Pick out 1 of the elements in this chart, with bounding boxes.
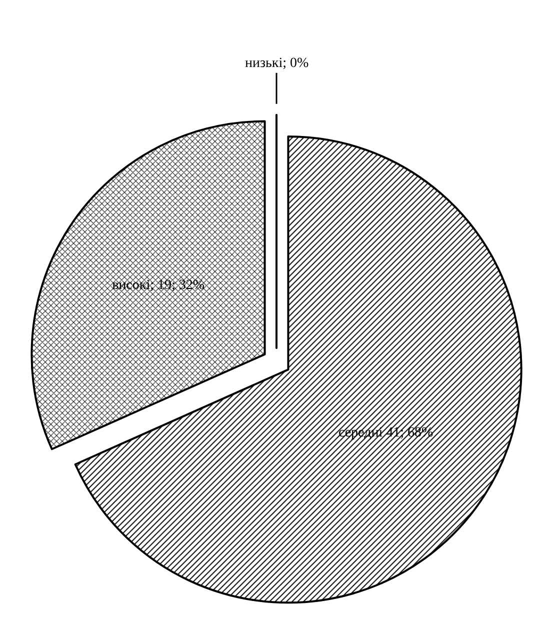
category-label: низькі; 0%: [245, 56, 309, 71]
